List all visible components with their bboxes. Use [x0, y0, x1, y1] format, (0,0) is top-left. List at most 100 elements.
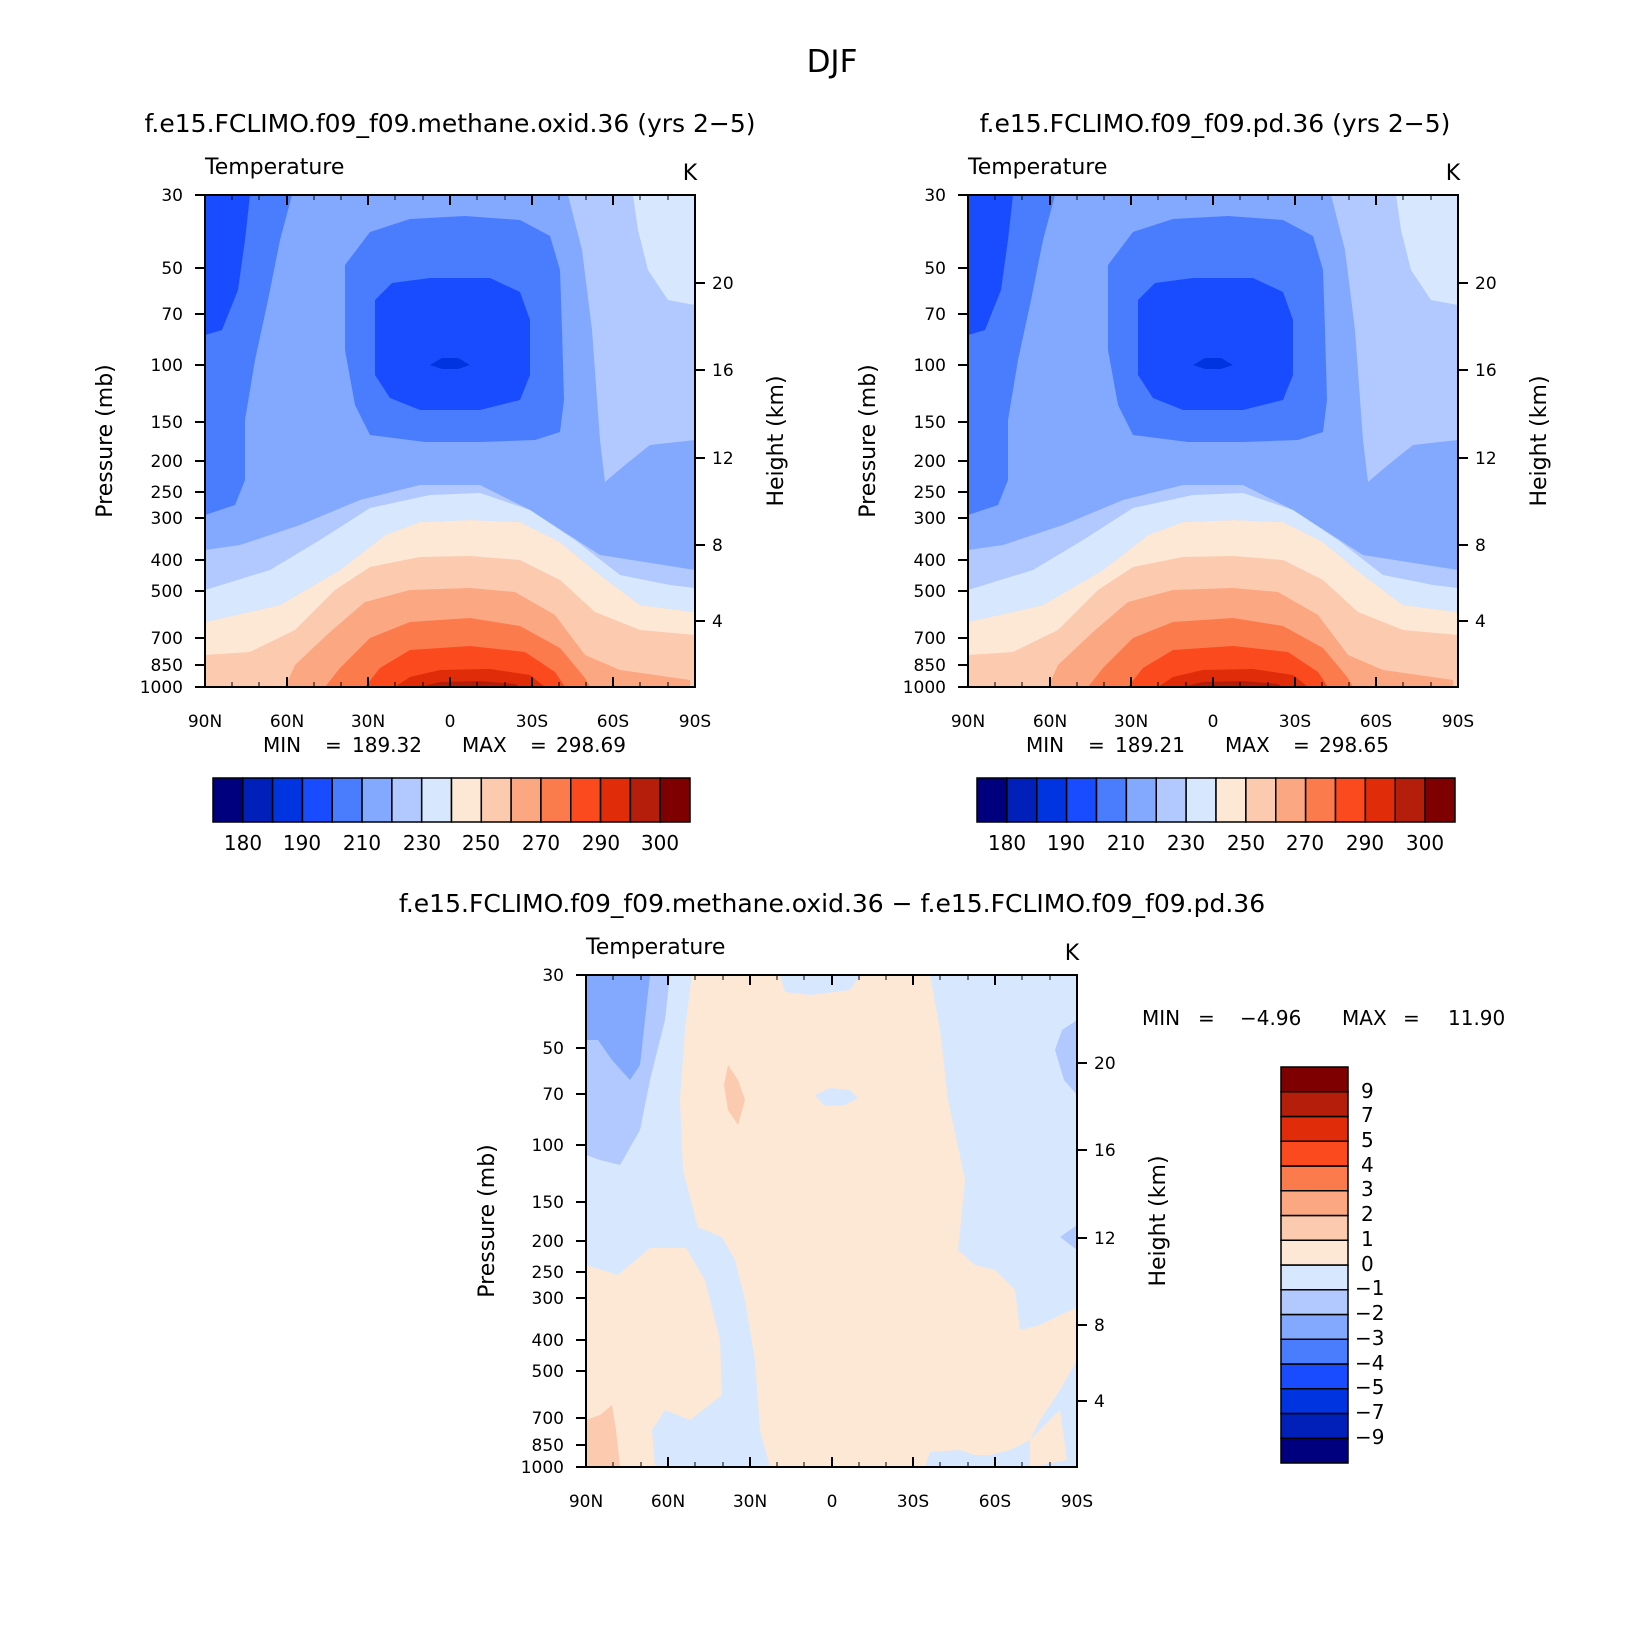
y-tick-label: 30	[161, 186, 183, 206]
colorbar-labels: 9 7 5 4 3 2 1 0 −1 −2 −3 −4 −5 −7 −9	[1355, 1079, 1384, 1449]
y-tick-label: 700	[151, 629, 183, 649]
y2-tick-label: 20	[1475, 274, 1497, 294]
band-300	[395, 669, 545, 687]
band-190-200-center	[430, 358, 470, 369]
x-minor-ticks	[612, 975, 1051, 1467]
colorbar-label: 1	[1361, 1227, 1374, 1251]
min-label: MIN	[1026, 733, 1064, 757]
colorbar-label: 0	[1361, 1252, 1374, 1276]
colorbar-swatch	[331, 777, 363, 823]
colorbar-swatch	[540, 777, 572, 823]
colorbar-swatch	[1280, 1412, 1349, 1439]
units-label: K	[1446, 161, 1461, 186]
y2-tick-label: 8	[712, 536, 723, 556]
y-tick-label: 100	[914, 356, 946, 376]
x-tick-marks	[204, 195, 696, 687]
colorbar-swatch	[599, 777, 632, 823]
equals-sign: =	[1088, 733, 1105, 757]
x-minor-ticks	[231, 195, 669, 687]
colorbar-swatch	[1280, 1289, 1349, 1316]
colorbar-label: 300	[641, 831, 679, 855]
y-axis-label: Pressure (mb)	[475, 1144, 500, 1298]
colorbar-swatch	[1280, 1264, 1349, 1291]
colorbar: 180 190 210 230 250 270 290 300	[212, 777, 691, 855]
colorbar-swatch	[1280, 1091, 1349, 1118]
y-axis-label: Pressure (mb)	[93, 364, 118, 518]
x-tick-label: 60S	[1360, 712, 1392, 732]
y2-tick-label: 16	[712, 361, 734, 381]
y-tick-labels: 30 50 70 100 150 200 250 300 400 500 700…	[521, 966, 564, 1478]
colorbar-label: −2	[1355, 1301, 1384, 1325]
y-tick-label: 700	[914, 629, 946, 649]
colorbar-swatch	[1280, 1388, 1349, 1415]
y-tick-label: 850	[151, 656, 183, 676]
colorbar-label: 270	[522, 831, 560, 855]
max-label: MAX	[1225, 733, 1270, 757]
equals-sign: =	[1198, 1006, 1215, 1030]
y-tick-label: 250	[914, 483, 946, 503]
colorbar-swatch	[1095, 777, 1128, 823]
x-tick-marks	[967, 195, 1459, 687]
colorbar-swatch	[1036, 777, 1068, 823]
colorbar-label: 190	[283, 831, 321, 855]
y-tick-label: 70	[542, 1085, 564, 1105]
x-tick-label: 30N	[733, 1492, 767, 1512]
colorbar-label: 290	[582, 831, 620, 855]
band-1-2-lower-left	[586, 1405, 620, 1467]
y-tick-label: 400	[532, 1331, 564, 1351]
colorbar-swatch	[510, 777, 542, 823]
y-tick-label: 100	[532, 1136, 564, 1156]
colorbar-swatch	[1280, 1239, 1349, 1266]
x-tick-label: 30S	[516, 712, 548, 732]
y2-tick-label: 20	[712, 274, 734, 294]
y-tick-label: 500	[151, 582, 183, 602]
y2-tick-label: 16	[1475, 361, 1497, 381]
band-minus2-minus1-right	[1055, 1020, 1077, 1095]
max-value: 11.90	[1448, 1006, 1505, 1030]
y2-axis-label: Height (km)	[1146, 1155, 1171, 1286]
y2-tick-label: 4	[712, 612, 723, 632]
colorbar-swatch	[1424, 777, 1456, 823]
colorbar: 180 190 210 230 250 270 290 300	[976, 777, 1456, 855]
y-tick-label: 500	[532, 1362, 564, 1382]
colorbar-swatch	[1155, 777, 1187, 823]
x-tick-label: 30S	[1279, 712, 1311, 732]
y-tick-label: 50	[542, 1039, 564, 1059]
y-tick-label: 50	[924, 259, 946, 279]
band-peak	[420, 681, 520, 687]
band-minus2-minus1-right-low	[1060, 1225, 1077, 1250]
y-tick-label: 250	[532, 1263, 564, 1283]
band-minus1-0-blob	[815, 1088, 858, 1106]
colorbar-swatch	[450, 777, 483, 823]
x-tick-label: 60N	[651, 1492, 685, 1512]
y-tick-label: 1000	[903, 678, 946, 698]
colorbar-swatch	[1334, 777, 1367, 823]
colorbar-swatch	[212, 777, 244, 823]
y-tick-label: 300	[532, 1289, 564, 1309]
band-240-250	[633, 195, 695, 305]
colorbar-label: 230	[1167, 831, 1205, 855]
y-tick-label: 1000	[140, 678, 183, 698]
x-tick-label: 0	[827, 1492, 838, 1512]
min-max-readout: MIN = 189.32 MAX = 298.69	[263, 733, 626, 757]
colorbar-boxes	[1280, 1066, 1349, 1464]
band-200-210-center	[375, 278, 530, 410]
colorbar-swatch	[1280, 1313, 1349, 1340]
y-tick-label: 1000	[521, 1458, 564, 1478]
colorbar-swatch	[1280, 1338, 1349, 1365]
y-tick-label: 250	[151, 483, 183, 503]
colorbar-label: 300	[1406, 831, 1444, 855]
x-tick-labels: 90N 60N 30N 0 30S 60S 90S	[188, 712, 711, 732]
colorbar-labels: 180 190 210 230 250 270 290 300	[988, 831, 1444, 855]
units-label: K	[683, 161, 698, 186]
figure-title: DJF	[807, 44, 858, 80]
band-240-250-low	[205, 493, 695, 622]
y2-tick-label: 12	[1475, 449, 1497, 469]
y-tick-label: 150	[151, 413, 183, 433]
y-tick-labels: 30 50 70 100 150 200 250 300 400 500 700…	[903, 186, 946, 698]
colorbar-label: 7	[1361, 1103, 1374, 1127]
colorbar-boxes	[976, 777, 1456, 823]
y2-tick-marks	[1077, 1062, 1087, 1402]
contour-field	[968, 195, 1458, 687]
